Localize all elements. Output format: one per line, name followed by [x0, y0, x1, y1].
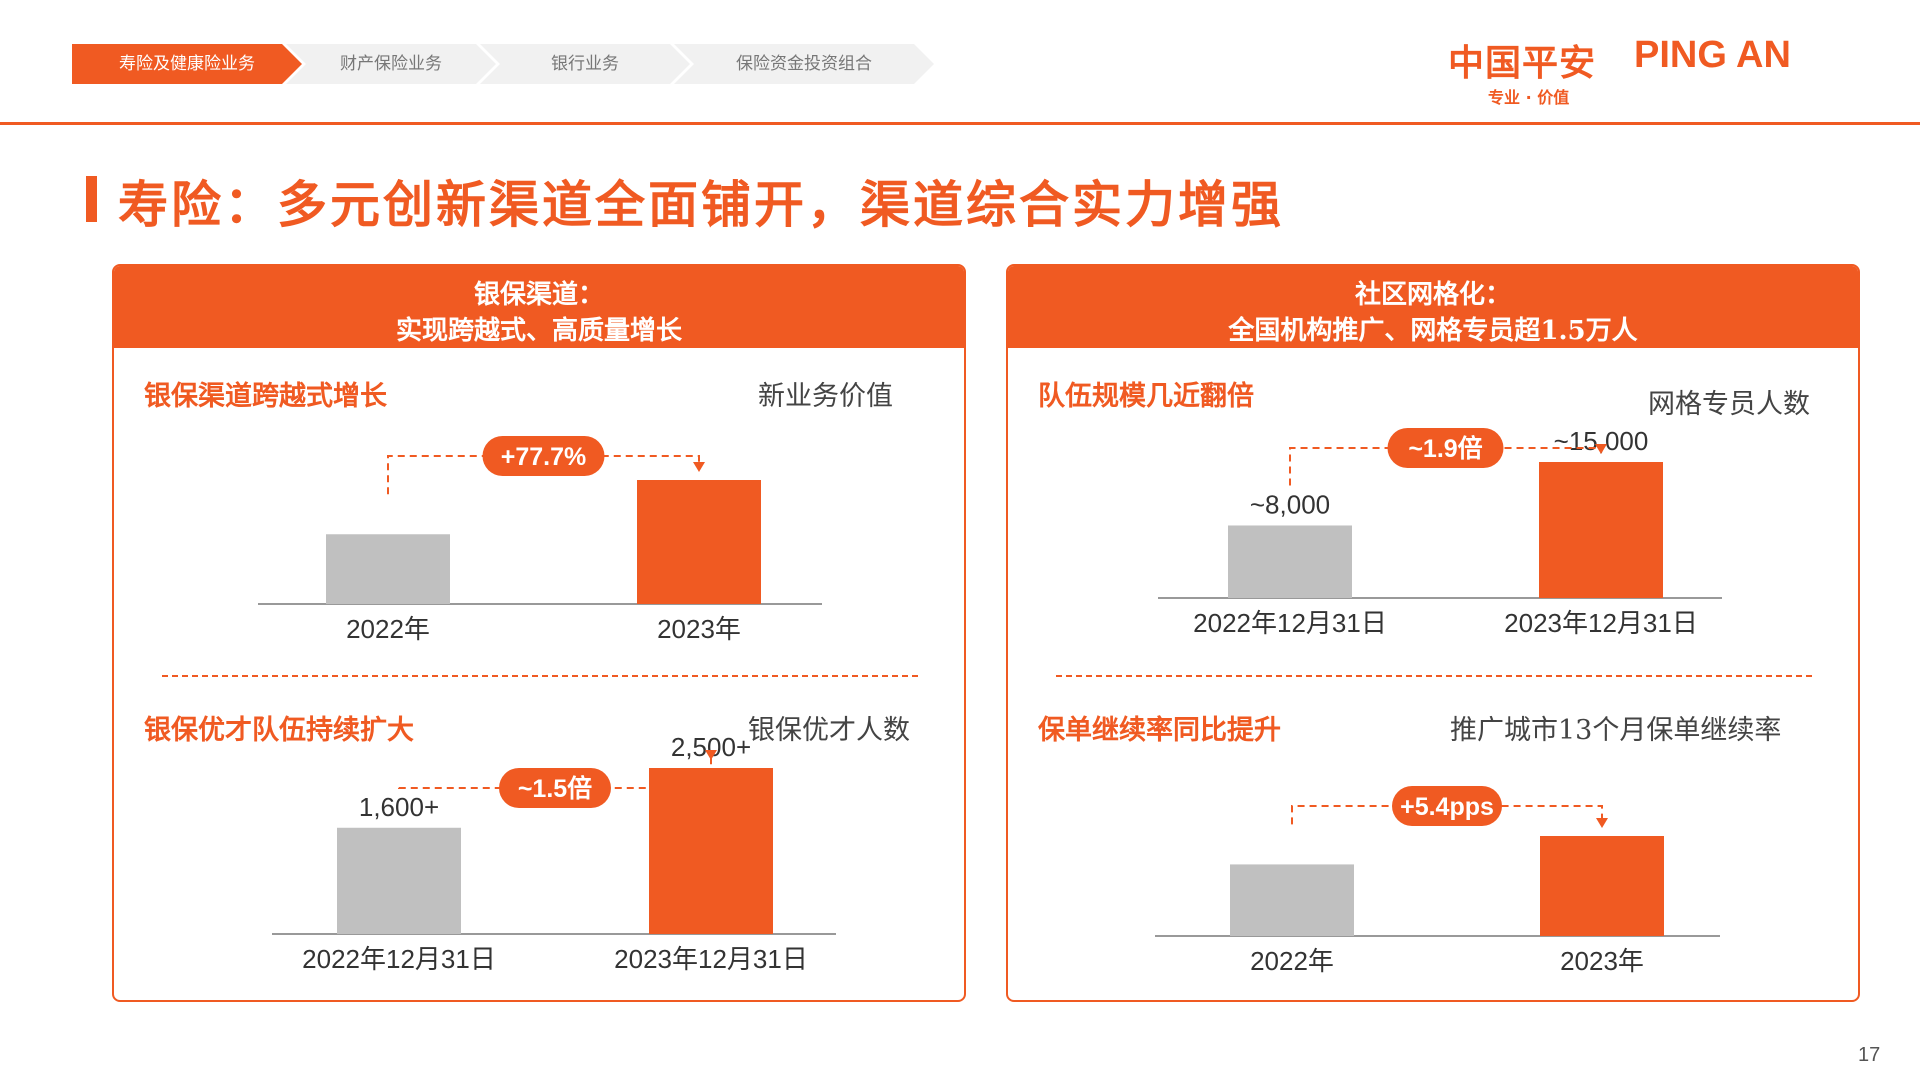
- bar-talent-1: [649, 768, 773, 934]
- data-label-grid-0: ~8,000: [1250, 489, 1330, 519]
- tick-label-nbv-0: 2022年: [346, 614, 430, 644]
- panel-header-line1: 社区网格化：: [1354, 280, 1511, 310]
- section-divider-right: [1056, 675, 1812, 677]
- panel-header-line1: 银保渠道：: [473, 280, 604, 310]
- data-label-talent-0: 1,600+: [359, 792, 439, 822]
- subtitle-talent-team: 银保优才队伍持续扩大: [144, 715, 414, 746]
- bar-grid-1: [1539, 462, 1663, 598]
- panel-bancassurance: 银保渠道： 实现跨越式、高质量增长: [112, 264, 966, 1002]
- panel-bancassurance-header: 银保渠道： 实现跨越式、高质量增长: [114, 266, 964, 348]
- metric-label-talent: 银保优才人数: [748, 715, 910, 746]
- nav-tab-banking[interactable]: 银行业务: [480, 44, 690, 84]
- page-title: 寿险：多元创新渠道全面铺开，渠道综合实力增强: [118, 175, 1284, 234]
- growth-label-nbv: +77.7%: [501, 443, 587, 471]
- subtitle-persistency: 保单继续率同比提升: [1038, 715, 1281, 746]
- header-divider: [0, 122, 1920, 125]
- growth-pill-nbv: [482, 436, 605, 476]
- arrow-head-talent: [705, 750, 717, 760]
- tick-label-nbv-1: 2023年: [657, 614, 741, 644]
- panel-community-grid-header: 社区网格化： 全国机构推广、网格专员超1.5万人: [1008, 266, 1858, 348]
- page-number: 17: [1858, 1044, 1881, 1066]
- arrow-head-nbv: [693, 462, 705, 472]
- ping-an-logo: 中国平安 PING AN 专业 · 价值: [1448, 34, 1828, 107]
- tick-label-talent-0: 2022年12月31日: [302, 944, 496, 974]
- bar-nbv-0: [326, 534, 450, 604]
- metric-label-grid-staff: 网格专员人数: [1648, 389, 1810, 420]
- growth-pill-grid: [1387, 428, 1504, 468]
- nav-tab-property[interactable]: 财产保险业务: [286, 44, 496, 84]
- metric-label-persistency: 推广城市13个月保单继续率: [1450, 715, 1782, 746]
- section-divider-left: [162, 675, 918, 677]
- tick-label-persistency-1: 2023年: [1560, 946, 1644, 976]
- growth-label-talent: ~1.5倍: [518, 774, 592, 803]
- logo-chinese: 中国平安: [1448, 43, 1597, 84]
- growth-label-persistency: +5.4pps: [1400, 793, 1494, 821]
- title-accent-bar: [86, 176, 97, 222]
- nav-tab-investment[interactable]: 保险资金投资组合: [674, 44, 934, 84]
- logo-english: PING AN: [1634, 34, 1791, 76]
- growth-pill-talent: [499, 768, 611, 808]
- subtitle-bancassurance-growth: 银保渠道跨越式增长: [144, 381, 387, 412]
- tick-label-talent-1: 2023年12月31日: [614, 944, 808, 974]
- panel-community-grid: 社区网格化： 全国机构推广、网格专员超1.5万人: [1006, 264, 1860, 1002]
- panel-header-line2: 全国机构推广、网格专员超1.5万人: [1228, 316, 1638, 346]
- bar-persistency-0: [1230, 864, 1354, 936]
- bar-talent-0: [337, 827, 461, 934]
- growth-label-grid: ~1.9倍: [1408, 434, 1482, 463]
- nav-tab-life-health[interactable]: 寿险及健康险业务: [72, 44, 302, 84]
- subtitle-team-scale: 队伍规模几近翻倍: [1038, 381, 1254, 412]
- panel-header-line2: 实现跨越式、高质量增长: [395, 316, 682, 346]
- metric-label-nbv: 新业务价值: [758, 381, 893, 412]
- logo-slogan: 专业 · 价值: [1488, 88, 1570, 107]
- bar-nbv-1: [637, 480, 761, 604]
- tick-label-grid-0: 2022年12月31日: [1193, 608, 1387, 638]
- tick-label-grid-1: 2023年12月31日: [1504, 608, 1698, 638]
- tick-label-persistency-0: 2022年: [1250, 946, 1334, 976]
- arrow-head-persistency: [1596, 818, 1608, 828]
- bar-persistency-1: [1540, 836, 1664, 936]
- arrow-head-grid: [1595, 444, 1607, 454]
- growth-pill-persistency: [1392, 786, 1502, 826]
- bar-grid-0: [1228, 525, 1352, 598]
